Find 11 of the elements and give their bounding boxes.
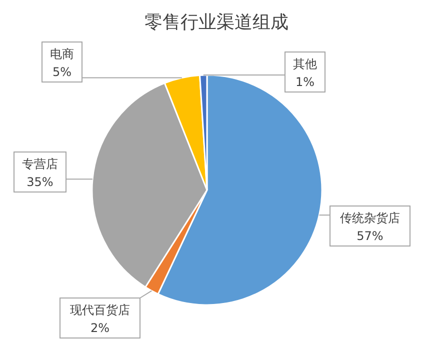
- slice-label: 电商: [50, 47, 74, 61]
- chart-title: 零售行业渠道组成: [144, 12, 288, 33]
- slice-label: 其他: [293, 57, 317, 71]
- data-label: 35%: [26, 175, 54, 189]
- data-label: 2%: [90, 321, 110, 335]
- data-label: 5%: [52, 65, 72, 79]
- data-label: 57%: [356, 229, 384, 243]
- slice-label: 现代百货店: [70, 303, 130, 317]
- data-label: 1%: [295, 75, 315, 89]
- slice-label: 专营店: [22, 157, 58, 171]
- slice-label: 传统杂货店: [340, 211, 400, 225]
